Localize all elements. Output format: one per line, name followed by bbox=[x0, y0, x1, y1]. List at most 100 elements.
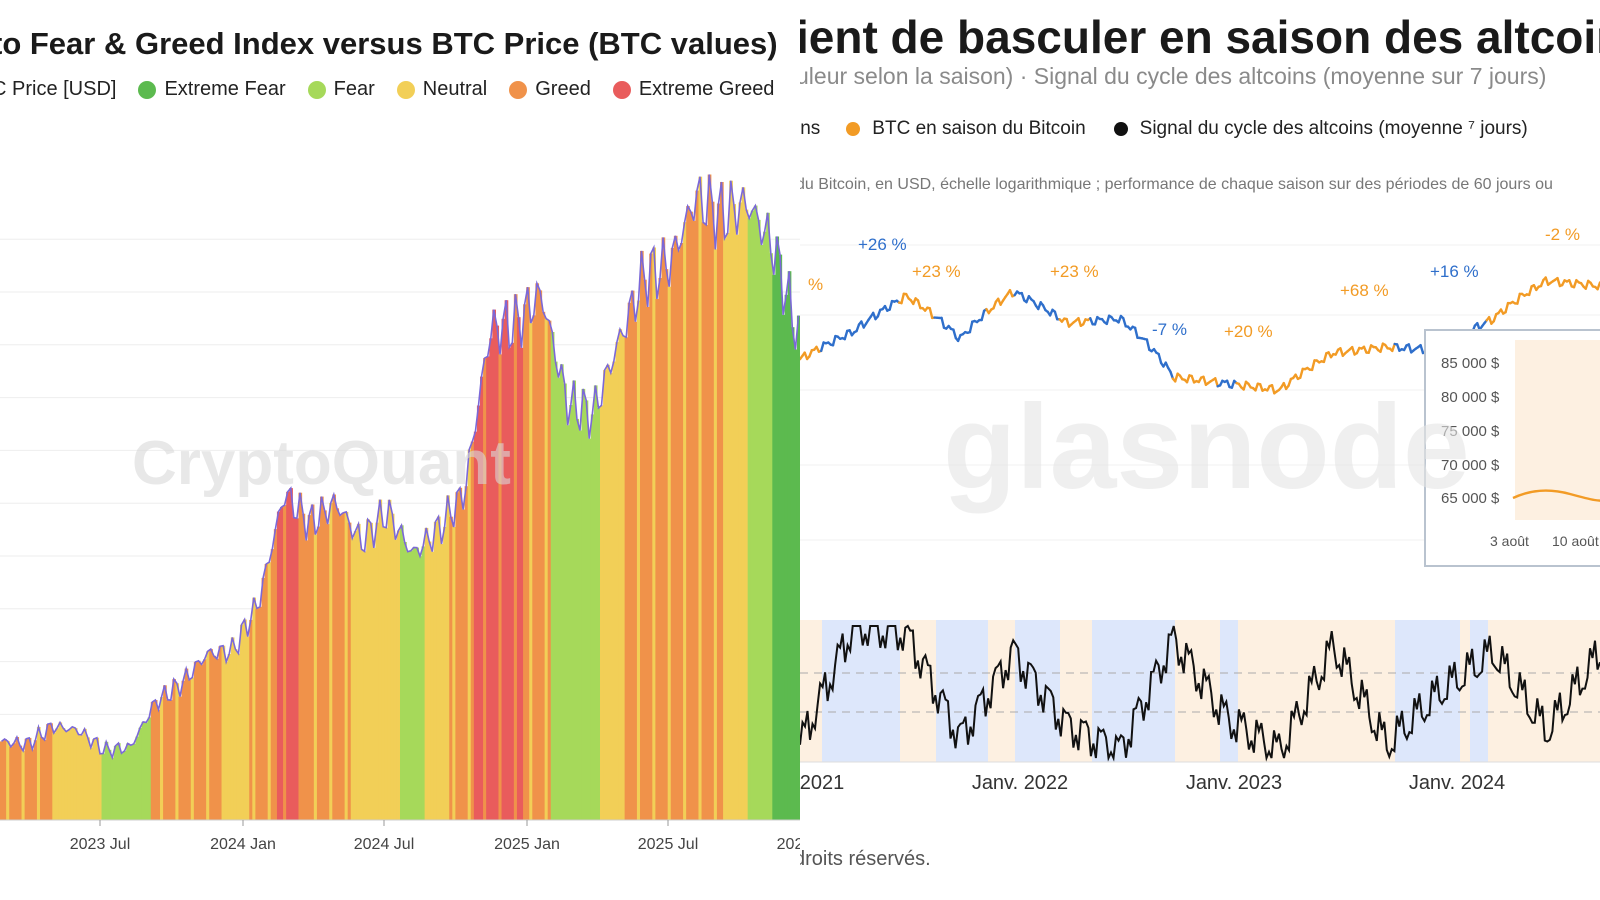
sentiment-bar bbox=[415, 547, 420, 820]
sentiment-bar bbox=[156, 709, 161, 820]
sentiment-bar bbox=[476, 405, 481, 820]
legend-item-extreme-greed[interactable]: Extreme Greed bbox=[612, 78, 775, 101]
sentiment-bar bbox=[532, 315, 536, 820]
sentiment-bar bbox=[178, 696, 183, 820]
legend-dot-neutral bbox=[396, 80, 415, 99]
sentiment-bar bbox=[36, 727, 41, 820]
season-band bbox=[822, 620, 900, 762]
cryptoquant-watermark: CryptoQuant bbox=[132, 429, 511, 498]
btc-price-segment bbox=[1020, 291, 1026, 302]
sentiment-bar bbox=[609, 372, 613, 820]
btc-price-segment bbox=[1145, 338, 1151, 351]
sentiment-bar bbox=[160, 697, 164, 820]
sentiment-bar bbox=[332, 494, 336, 820]
season-band bbox=[1175, 620, 1220, 762]
sentiment-bar bbox=[695, 190, 700, 821]
sentiment-bar bbox=[89, 747, 93, 820]
sentiment-bar bbox=[664, 269, 669, 821]
legend-item-btc-season[interactable]: BTC en saison du Bitcoin bbox=[846, 118, 1086, 140]
sentiment-bar bbox=[618, 329, 623, 820]
season-band bbox=[1092, 620, 1175, 762]
sentiment-bar bbox=[649, 253, 653, 821]
sentiment-bar bbox=[418, 556, 423, 820]
sentiment-bar bbox=[726, 232, 730, 820]
sentiment-bar bbox=[550, 332, 555, 820]
sentiment-bar bbox=[449, 516, 453, 820]
sentiment-bar bbox=[680, 243, 684, 820]
season-performance-label: % bbox=[808, 275, 823, 294]
altcoin-signal-line bbox=[800, 624, 1600, 762]
legend-dot-btc-season bbox=[846, 122, 861, 136]
sentiment-bar bbox=[778, 254, 783, 821]
sentiment-bar bbox=[430, 551, 435, 820]
sentiment-bar bbox=[276, 511, 281, 820]
sentiment-bar bbox=[295, 518, 300, 820]
legend-item-extreme-fear[interactable]: Extreme Fear bbox=[138, 78, 286, 101]
sentiment-bar bbox=[584, 400, 589, 820]
sentiment-bar bbox=[24, 738, 29, 820]
sentiment-bar bbox=[372, 547, 376, 820]
sentiment-bar bbox=[396, 530, 401, 820]
btc-price-line bbox=[1, 174, 800, 761]
sentiment-bar bbox=[689, 211, 693, 820]
legend-item-neutral[interactable]: Neutral bbox=[396, 78, 487, 101]
sentiment-bar bbox=[329, 503, 333, 820]
btc-price-segment bbox=[843, 329, 849, 341]
btc-price-segment bbox=[1322, 352, 1328, 364]
btc-price-segment bbox=[1516, 292, 1521, 305]
sentiment-bar bbox=[612, 361, 616, 820]
btc-price-segment bbox=[1419, 344, 1425, 355]
sentiment-bar bbox=[181, 680, 186, 820]
sentiment-bar bbox=[769, 253, 773, 820]
btc-price-segment bbox=[1504, 301, 1510, 314]
altseason-chart-title: ient de basculer en saison des altcoins bbox=[800, 11, 1600, 63]
sentiment-bar bbox=[452, 527, 456, 820]
sentiment-bar bbox=[350, 538, 355, 820]
sentiment-bar bbox=[326, 524, 330, 820]
sentiment-bar bbox=[676, 250, 681, 820]
sentiment-bar bbox=[230, 637, 235, 820]
btc-price-segment bbox=[1214, 377, 1219, 388]
btc-price-segment bbox=[1174, 372, 1179, 383]
sentiment-bar bbox=[793, 349, 798, 820]
btc-price-segment bbox=[1122, 317, 1127, 328]
legend-label-extreme-greed: Extreme Greed bbox=[638, 78, 775, 100]
sentiment-bar bbox=[363, 551, 367, 820]
sentiment-bars bbox=[0, 174, 800, 821]
sentiment-bar bbox=[627, 302, 632, 820]
sentiment-bar bbox=[80, 734, 84, 820]
sentiment-bar bbox=[640, 250, 644, 820]
sentiment-bar bbox=[200, 664, 204, 820]
inset-chart: 85 000 $ 80 000 $ 75 000 $ 70 000 $ 65 000 $… bbox=[1424, 329, 1600, 567]
btc-price-segment bbox=[1270, 384, 1276, 395]
sentiment-bar bbox=[15, 737, 20, 820]
btc-price-segment bbox=[1528, 285, 1533, 297]
btc-price-segment bbox=[980, 309, 986, 322]
sentiment-bar bbox=[190, 677, 195, 820]
sentiment-bar bbox=[227, 654, 232, 820]
sentiment-bar bbox=[710, 201, 715, 820]
sentiment-bar bbox=[320, 496, 324, 820]
sentiment-bar bbox=[701, 222, 706, 820]
legend-item-altcoins[interactable]: ins bbox=[800, 118, 820, 140]
sentiment-bar bbox=[215, 658, 220, 820]
btc-price-segment bbox=[1169, 370, 1175, 380]
inset-price-line bbox=[1512, 489, 1600, 502]
sentiment-bar bbox=[544, 318, 549, 820]
sentiment-bar bbox=[716, 203, 721, 820]
legend-item-altcoin-signal[interactable]: Signal du cycle des altcoins (moyenne ⁷ … bbox=[1113, 118, 1528, 140]
sentiment-bar bbox=[252, 597, 256, 820]
sentiment-bar bbox=[246, 636, 250, 820]
sentiment-bar bbox=[233, 649, 238, 820]
sentiment-bar bbox=[504, 300, 509, 820]
legend-item-btc-price[interactable]: C Price [USD] bbox=[0, 78, 116, 101]
sentiment-bar bbox=[480, 376, 484, 820]
sentiment-bar bbox=[283, 505, 287, 820]
sentiment-bar bbox=[341, 512, 346, 820]
legend-item-greed[interactable]: Greed bbox=[509, 78, 591, 101]
sentiment-bar bbox=[424, 527, 429, 820]
legend-item-fear[interactable]: Fear bbox=[307, 78, 375, 101]
sentiment-bar bbox=[738, 202, 743, 820]
sentiment-bar bbox=[670, 247, 675, 820]
sentiment-bar bbox=[55, 728, 60, 820]
